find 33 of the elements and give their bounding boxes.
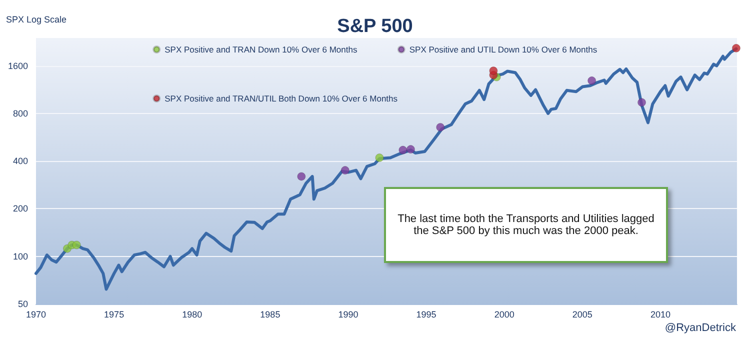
- point: [732, 44, 740, 52]
- legend-label: SPX Positive and TRAN Down 10% Over 6 Months: [164, 44, 358, 54]
- text-box: The last time both the Transports and Utilities lagged the S&P 500 by this much was the 2000 peak.: [384, 187, 668, 263]
- x-tick-label: 1975: [104, 310, 124, 320]
- point: [297, 172, 306, 181]
- y-axis-title: SPX Log Scale: [6, 14, 67, 24]
- point: [638, 98, 646, 107]
- point: [72, 240, 81, 250]
- point: [406, 145, 415, 154]
- point: [436, 122, 445, 132]
- x-tick-label: 1985: [260, 310, 280, 320]
- x-tick-label: 1980: [182, 310, 202, 320]
- x-tick-label: 1995: [416, 310, 436, 320]
- point: [375, 154, 384, 162]
- x-tick-label: 1990: [338, 310, 358, 320]
- point: [340, 166, 350, 175]
- y-tick-label: 100: [12, 251, 28, 262]
- y-tick-label: 800: [12, 108, 28, 118]
- x-tick-label: 1970: [26, 310, 46, 320]
- point: [489, 66, 498, 76]
- legend-label: SPX Positive and TRAN/UTIL Both Down 10% Over 6 Months: [164, 94, 398, 104]
- legend-label: SPX Positive and UTIL Down 10% Over 6 Months: [409, 44, 598, 54]
- chart-title: S&P 500: [337, 16, 413, 37]
- y-tick-label: 1600: [8, 60, 28, 71]
- point: [588, 76, 596, 85]
- x-tick-label: 2005: [572, 310, 592, 320]
- y-tick-label: 400: [12, 156, 28, 166]
- y-tick-label: 200: [12, 204, 28, 214]
- y-tick-label: 50: [18, 299, 28, 309]
- x-tick-label: 2000: [494, 310, 514, 320]
- x-tick-label: 2010: [650, 310, 671, 320]
- point: [398, 146, 408, 154]
- text: @RyanDetrick: [664, 322, 736, 334]
